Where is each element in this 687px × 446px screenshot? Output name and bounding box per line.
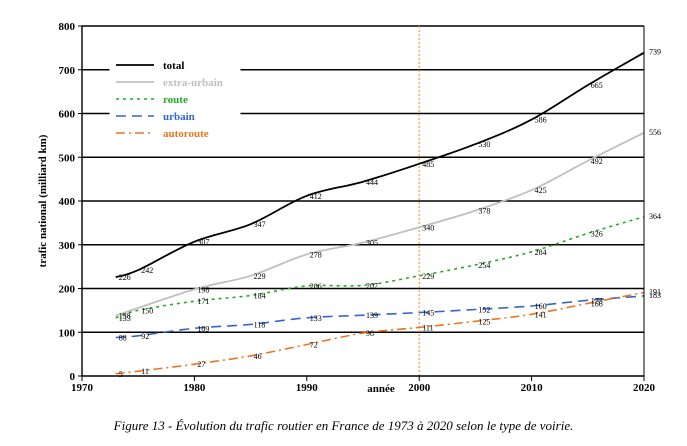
y-tick-label: 500 bbox=[59, 152, 76, 164]
data-label-autoroute: 125 bbox=[478, 317, 490, 326]
legend: total extra-urbain route urbain autoroute bbox=[109, 55, 241, 143]
legend-label-urbain: urbain bbox=[163, 111, 195, 123]
y-tick-label: 800 bbox=[59, 21, 76, 33]
y-tick-label: 600 bbox=[59, 109, 76, 121]
data-label-autoroute: 111 bbox=[422, 323, 433, 332]
data-label-urbain: 109 bbox=[197, 324, 209, 333]
legend-label-total: total bbox=[163, 60, 184, 72]
data-label-extra-urbain: 492 bbox=[591, 157, 603, 166]
data-label-extra-urbain: 198 bbox=[197, 285, 209, 294]
data-label-autoroute: 11 bbox=[141, 367, 149, 376]
y-tick-label: 400 bbox=[59, 196, 76, 208]
data-label-extra-urbain: 340 bbox=[422, 223, 434, 232]
data-label-urbain: 183 bbox=[649, 291, 661, 300]
data-label-extra-urbain: 278 bbox=[310, 250, 322, 259]
axes: 0 100 200 300 400 500 600 700 800 1970 1980 1990 200… bbox=[59, 21, 656, 394]
data-label-route: 326 bbox=[591, 229, 603, 238]
x-tick-label: 2000 bbox=[408, 382, 431, 394]
data-label-total: 226 bbox=[119, 273, 131, 282]
data-label-total: 347 bbox=[254, 220, 266, 229]
data-label-route: 254 bbox=[478, 261, 490, 270]
data-label-autoroute: 46 bbox=[254, 352, 262, 361]
data-label-urbain: 139 bbox=[366, 311, 378, 320]
series-line-total bbox=[115, 51, 645, 278]
data-label-total: 444 bbox=[366, 178, 378, 187]
series-line-autoroute bbox=[115, 291, 645, 375]
data-label-route: 364 bbox=[649, 212, 661, 221]
data-labels: 226 242 307 347 412 444 485 530 586 665 739 138 198 2… bbox=[119, 48, 661, 379]
data-label-extra-urbain: 425 bbox=[535, 186, 547, 195]
data-label-extra-urbain: 229 bbox=[254, 272, 266, 281]
y-axis-label: trafic national (milliard km) bbox=[37, 134, 49, 267]
x-tick-label: 2020 bbox=[633, 382, 656, 394]
data-label-urbain: 92 bbox=[141, 332, 149, 341]
data-label-urbain: 133 bbox=[310, 314, 322, 323]
data-label-urbain: 145 bbox=[422, 309, 434, 318]
data-label-total: 586 bbox=[535, 116, 547, 125]
data-label-autoroute: 141 bbox=[535, 310, 547, 319]
legend-label-extra-urbain: extra-urbain bbox=[163, 77, 223, 89]
data-label-route: 171 bbox=[197, 297, 209, 306]
y-tick-label: 200 bbox=[59, 284, 76, 296]
data-label-urbain: 152 bbox=[478, 306, 490, 315]
data-label-urbain: 160 bbox=[535, 302, 547, 311]
data-label-autoroute: 27 bbox=[197, 360, 205, 369]
data-label-route: 284 bbox=[535, 248, 547, 257]
data-label-urbain: 118 bbox=[254, 320, 266, 329]
y-tick-label: 0 bbox=[70, 371, 76, 383]
legend-label-route: route bbox=[163, 94, 188, 106]
figure-caption: Figure 13 - Évolution du trafic routier … bbox=[113, 418, 574, 433]
data-label-route: 206 bbox=[310, 282, 322, 291]
data-label-autoroute: 166 bbox=[591, 299, 603, 308]
y-tick-label: 300 bbox=[59, 240, 76, 252]
x-tick-label: 1990 bbox=[296, 382, 319, 394]
data-label-route: 229 bbox=[422, 272, 434, 281]
series-line-route bbox=[115, 216, 645, 319]
data-label-total: 739 bbox=[649, 48, 661, 57]
data-label-total: 530 bbox=[478, 140, 490, 149]
data-label-total: 412 bbox=[310, 192, 322, 201]
data-label-route: 150 bbox=[141, 306, 153, 315]
data-label-urbain: 173 bbox=[591, 296, 603, 305]
series-line-urbain bbox=[115, 295, 645, 339]
legend-label-autoroute: autoroute bbox=[163, 128, 209, 140]
x-tick-label: 1980 bbox=[183, 382, 206, 394]
data-label-route: 184 bbox=[254, 292, 266, 301]
data-label-autoroute: 5 bbox=[119, 370, 123, 379]
data-label-route: 133 bbox=[119, 314, 131, 323]
data-label-total: 485 bbox=[422, 160, 434, 169]
data-label-autoroute: 72 bbox=[310, 341, 318, 350]
data-label-extra-urbain: 378 bbox=[478, 207, 490, 216]
data-label-urbain: 88 bbox=[119, 334, 127, 343]
data-label-total: 307 bbox=[197, 238, 209, 247]
data-label-autoroute: 191 bbox=[649, 287, 661, 296]
data-label-extra-urbain: 556 bbox=[649, 128, 661, 137]
data-label-route: 207 bbox=[366, 281, 378, 290]
data-label-extra-urbain: 138 bbox=[119, 312, 131, 321]
line-chart: 226 242 307 347 412 444 485 530 586 665 739 138 198 2… bbox=[37, 21, 661, 395]
series-group bbox=[115, 51, 645, 375]
x-axis-label: année bbox=[367, 383, 395, 395]
data-label-total: 665 bbox=[591, 81, 603, 90]
data-label-extra-urbain: 305 bbox=[366, 239, 378, 248]
series-line-extra-urbain bbox=[115, 131, 645, 317]
y-tick-label: 700 bbox=[59, 65, 76, 77]
data-label-autoroute: 98 bbox=[366, 329, 374, 338]
y-tick-label: 100 bbox=[59, 327, 76, 339]
x-tick-label: 2010 bbox=[521, 382, 544, 394]
x-tick-label: 1970 bbox=[71, 382, 94, 394]
data-label-total: 242 bbox=[141, 266, 153, 275]
